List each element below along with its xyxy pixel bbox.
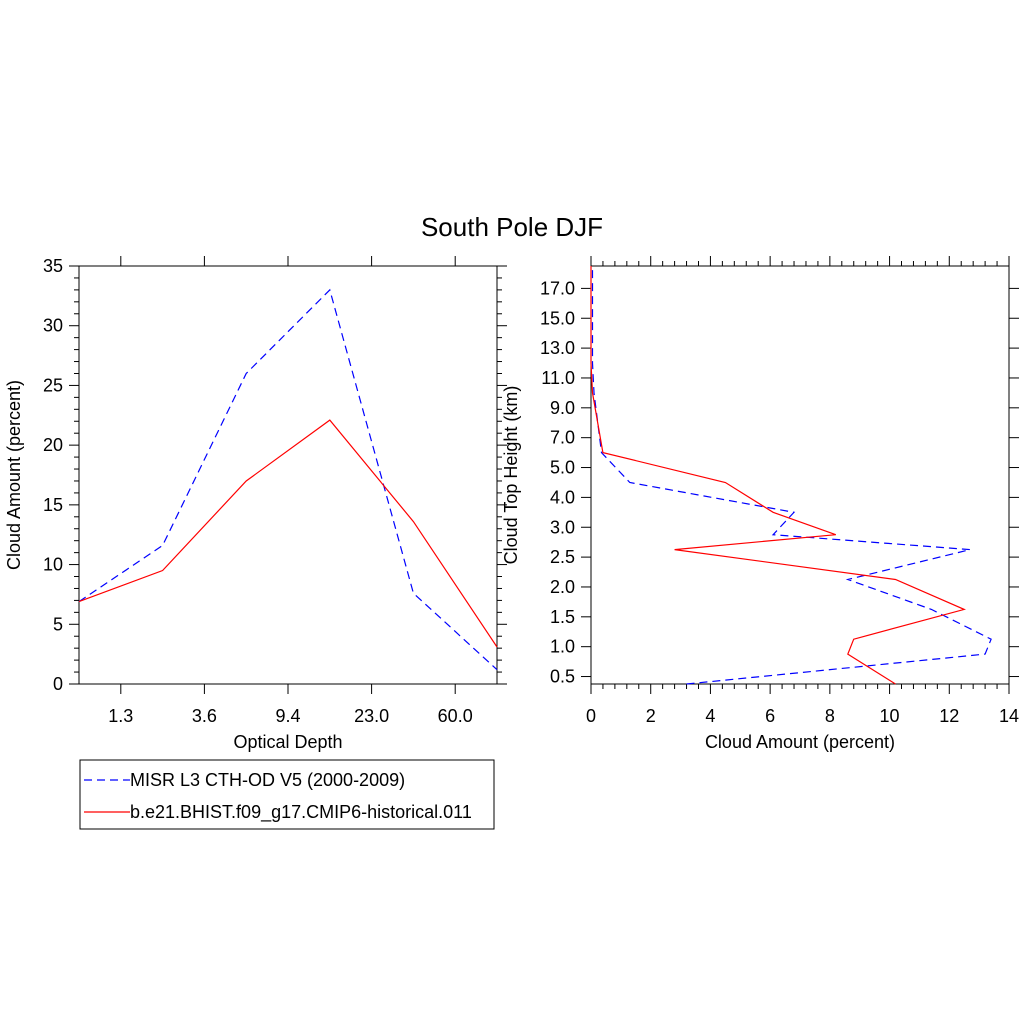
right-y-tick-label: 1.0 — [550, 637, 575, 657]
left-x-tick-label: 60.0 — [438, 706, 473, 726]
left-x-tick-label: 23.0 — [354, 706, 389, 726]
left-y-tick-label: 35 — [43, 256, 63, 276]
right-y-tick-label: 3.0 — [550, 517, 575, 537]
right-series — [590, 266, 992, 685]
right-x-tick-label: 10 — [880, 706, 900, 726]
legend: MISR L3 CTH-OD V5 (2000-2009) b.e21.BHIS… — [79, 759, 495, 830]
right-y-tick-label: 17.0 — [540, 278, 575, 298]
right-y-tick-label: 1.5 — [550, 607, 575, 627]
left-x-tick-label: 9.4 — [275, 706, 300, 726]
right-y-tick-label: 11.0 — [541, 368, 575, 388]
left-ticks: 0 5 10 15 20 25 30 35 1.3 3.6 9.4 23.0 60.0 — [43, 256, 507, 726]
right-x-tick-label: 4 — [705, 706, 715, 726]
right-x-axis-label: Cloud Amount (percent) — [705, 732, 895, 752]
right-obs-series-line — [591, 266, 992, 685]
left-y-tick-label: 30 — [43, 316, 63, 336]
right-y-tick-label: 9.0 — [550, 398, 575, 418]
chart-title: South Pole DJF — [421, 212, 603, 242]
left-y-tick-label: 15 — [43, 495, 63, 515]
left-panel: 0 5 10 15 20 25 30 35 1.3 3.6 9.4 23.0 60.0 Optical … — [4, 256, 507, 752]
right-y-axis-label: Cloud Top Height (km) — [501, 386, 521, 565]
left-y-tick-label: 5 — [53, 614, 63, 634]
legend-box — [79, 759, 495, 830]
right-y-tick-label: 15.0 — [540, 308, 575, 328]
right-x-tick-label: 14 — [999, 706, 1019, 726]
right-ticks: 0 2 4 6 8 10 12 14 0.5 1.0 1.5 2.0 2.5 3.0 4.0 5.0 7.0 9.… — [540, 256, 1019, 726]
right-y-tick-label: 0.5 — [550, 667, 575, 687]
right-x-tick-label: 12 — [939, 706, 959, 726]
left-y-tick-label: 10 — [43, 555, 63, 575]
left-y-axis-label: Cloud Amount (percent) — [4, 380, 24, 570]
right-model-series-line — [590, 266, 967, 685]
left-model-series-line — [78, 419, 498, 648]
legend-obs-label: MISR L3 CTH-OD V5 (2000-2009) — [130, 770, 405, 790]
right-y-tick-label: 2.0 — [550, 577, 575, 597]
left-series — [78, 288, 498, 671]
right-x-tick-label: 8 — [825, 706, 835, 726]
legend-model-label: b.e21.BHIST.f09_g17.CMIP6-historical.011 — [130, 802, 472, 823]
left-plot-frame — [78, 265, 498, 685]
right-x-tick-label: 6 — [765, 706, 775, 726]
right-y-tick-label: 4.0 — [550, 487, 575, 507]
right-x-tick-label: 0 — [586, 706, 596, 726]
right-y-tick-label: 13.0 — [540, 338, 575, 358]
right-panel: 0 2 4 6 8 10 12 14 0.5 1.0 1.5 2.0 2.5 3.0 4.0 5.0 7.0 9.… — [501, 256, 1019, 752]
left-obs-series-line — [78, 288, 498, 671]
right-y-tick-label: 2.5 — [550, 547, 575, 567]
left-y-tick-label: 20 — [43, 435, 63, 455]
left-y-tick-label: 25 — [43, 375, 63, 395]
left-y-tick-label: 0 — [53, 674, 63, 694]
left-x-axis-label: Optical Depth — [233, 732, 342, 752]
right-x-tick-label: 2 — [646, 706, 656, 726]
right-y-tick-label: 7.0 — [550, 428, 575, 448]
right-y-tick-label: 5.0 — [550, 458, 575, 478]
right-plot-frame — [590, 265, 1010, 685]
left-x-tick-label: 3.6 — [192, 706, 217, 726]
left-x-tick-label: 1.3 — [108, 706, 133, 726]
